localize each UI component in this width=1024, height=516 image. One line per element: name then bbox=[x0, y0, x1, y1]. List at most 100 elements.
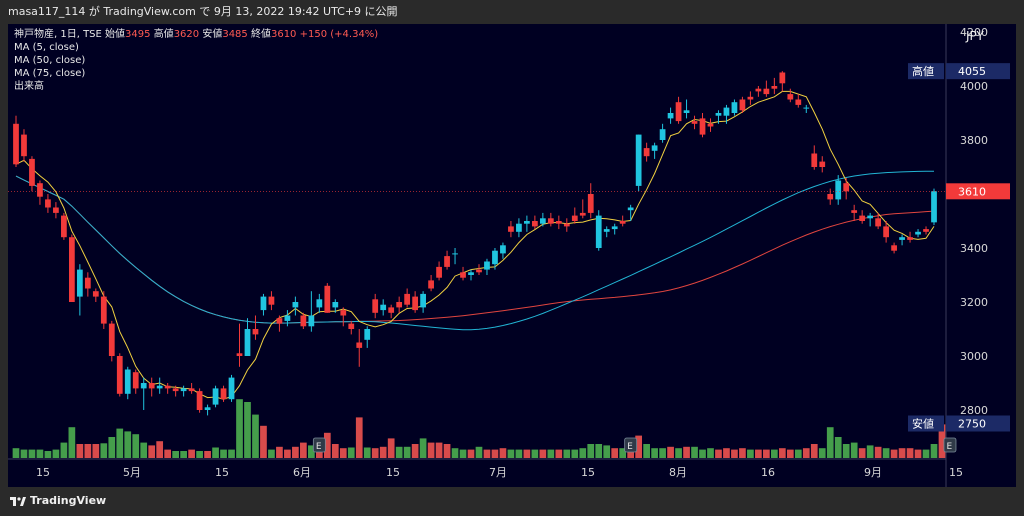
chart-background bbox=[8, 24, 1016, 487]
candle-body bbox=[771, 86, 778, 89]
candle-body bbox=[587, 194, 594, 213]
candle-body bbox=[37, 183, 43, 197]
candle-body bbox=[276, 318, 283, 324]
candle-body bbox=[228, 377, 235, 400]
volume-bar bbox=[172, 451, 179, 458]
candle-body bbox=[779, 72, 786, 84]
legend-symbol: 神戸物産, 1日, TSE bbox=[14, 29, 102, 40]
price-marker-box bbox=[946, 183, 1010, 200]
candle-body bbox=[236, 353, 243, 356]
volume-bar bbox=[140, 442, 148, 458]
volume-bar bbox=[763, 449, 770, 458]
volume-bar bbox=[44, 451, 52, 458]
volume-bar bbox=[810, 444, 818, 458]
volume-bar bbox=[794, 449, 802, 458]
volume-bar bbox=[699, 449, 706, 458]
publish-text: masa117_114 が TradingView.com で 9月 13, 2… bbox=[8, 5, 398, 18]
legend-high-label: 高値 bbox=[153, 29, 174, 40]
y-tick-label: 4000 bbox=[960, 80, 988, 93]
earnings-marker-label: E bbox=[627, 442, 633, 452]
candle-body bbox=[683, 110, 690, 113]
earnings-marker-icon[interactable] bbox=[943, 437, 957, 453]
candle-body bbox=[851, 210, 858, 213]
candle-body bbox=[571, 215, 578, 221]
x-tick-label: 15 bbox=[215, 466, 229, 479]
volume-bar bbox=[786, 449, 794, 458]
volume-bar bbox=[92, 444, 100, 458]
price-marker-value: 2750 bbox=[958, 418, 986, 431]
volume-bar bbox=[124, 431, 132, 458]
chart-area[interactable]: 42004000380036003400320030002800JPY4055高… bbox=[8, 24, 1016, 487]
volume-bar bbox=[323, 432, 331, 458]
candle-body bbox=[356, 342, 363, 348]
candle-body bbox=[388, 307, 395, 313]
volume-bar bbox=[76, 444, 84, 458]
candle-body bbox=[220, 388, 227, 400]
volume-bar bbox=[906, 448, 914, 458]
footer-bar: TradingView bbox=[0, 487, 1024, 516]
legend-ma5[interactable]: MA (5, close) bbox=[14, 42, 79, 53]
candle-body bbox=[763, 88, 770, 95]
x-tick-label: 8月 bbox=[669, 466, 687, 479]
volume-bar bbox=[826, 427, 834, 458]
candle-body bbox=[539, 218, 546, 224]
volume-bar bbox=[675, 448, 682, 458]
legend-close-value: 3610 bbox=[270, 29, 297, 40]
candle-body bbox=[76, 269, 83, 297]
earnings-marker-label: E bbox=[316, 442, 322, 452]
candle-body bbox=[21, 134, 27, 157]
candle-body bbox=[420, 293, 426, 308]
candle-body bbox=[484, 261, 490, 270]
y-tick-label: 2800 bbox=[960, 404, 988, 417]
volume-bar bbox=[531, 449, 539, 458]
price-marker-label: 高値 bbox=[912, 64, 934, 78]
candle-body bbox=[372, 299, 379, 313]
volume-bar bbox=[411, 444, 419, 458]
volume-bar bbox=[244, 402, 251, 458]
y-tick-label: 3000 bbox=[960, 350, 988, 363]
legend-low-value: 3485 bbox=[222, 29, 248, 40]
candle-body bbox=[859, 215, 866, 221]
volume-bar bbox=[419, 438, 427, 458]
candle-body bbox=[611, 226, 618, 230]
candle-body bbox=[148, 383, 155, 389]
x-tick-label: 15 bbox=[386, 466, 400, 479]
legend-volume[interactable]: 出来高 bbox=[14, 81, 44, 92]
candle-body bbox=[667, 113, 674, 119]
candle-body bbox=[116, 356, 123, 394]
candle-body bbox=[691, 121, 698, 124]
legend-ma50[interactable]: MA (50, close) bbox=[14, 55, 86, 66]
price-marker-label: 安値 bbox=[912, 417, 934, 431]
candle-body bbox=[404, 293, 411, 305]
x-tick-label: 16 bbox=[761, 466, 775, 479]
candle-body bbox=[595, 215, 602, 248]
x-tick-label: 6月 bbox=[293, 466, 311, 479]
volume-bar bbox=[755, 449, 762, 458]
candle-body bbox=[524, 221, 530, 224]
legend-ma75[interactable]: MA (75, close) bbox=[14, 68, 86, 79]
candle-body bbox=[68, 237, 75, 302]
candle-body bbox=[53, 207, 59, 213]
candle-body bbox=[268, 296, 275, 305]
volume-bar bbox=[156, 441, 164, 458]
price-chart[interactable]: 42004000380036003400320030002800JPY4055高… bbox=[8, 24, 1016, 487]
x-tick-label: 7月 bbox=[489, 466, 507, 479]
candle-body bbox=[452, 253, 458, 255]
volume-bar bbox=[252, 414, 259, 458]
candle-body bbox=[915, 231, 921, 235]
volume-bar bbox=[467, 449, 475, 458]
candle-body bbox=[619, 221, 626, 224]
candle-body bbox=[883, 226, 889, 238]
volume-bar bbox=[443, 444, 451, 458]
earnings-marker-icon[interactable] bbox=[624, 437, 638, 453]
candle-body bbox=[747, 96, 754, 100]
earnings-marker-icon[interactable] bbox=[312, 437, 326, 453]
volume-bar bbox=[555, 449, 563, 458]
candle-body bbox=[324, 285, 331, 313]
candle-body bbox=[180, 388, 187, 392]
volume-bar bbox=[228, 449, 235, 458]
candle-body bbox=[92, 291, 99, 297]
candle-body bbox=[547, 218, 554, 224]
tradingview-brand[interactable]: TradingView bbox=[10, 494, 106, 507]
volume-bar bbox=[387, 438, 395, 458]
